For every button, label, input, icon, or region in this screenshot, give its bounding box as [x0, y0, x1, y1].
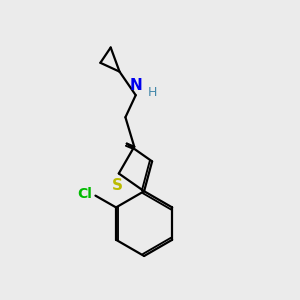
- Text: S: S: [112, 178, 123, 193]
- Text: Cl: Cl: [78, 187, 92, 201]
- Text: N: N: [129, 78, 142, 93]
- Text: H: H: [148, 86, 158, 99]
